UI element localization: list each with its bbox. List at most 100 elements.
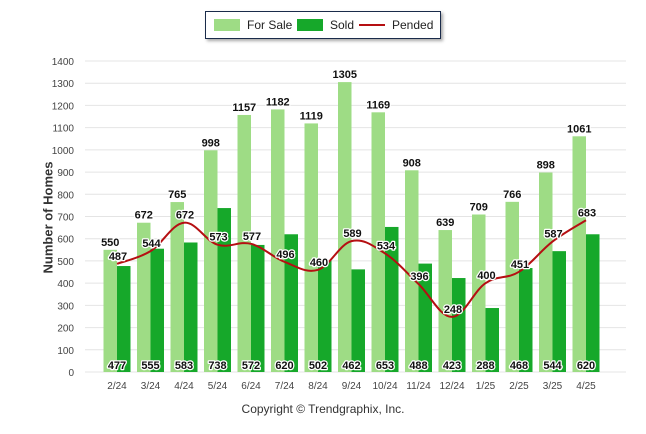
sold-value-label: 620 xyxy=(577,360,595,372)
y-tick-label: 1100 xyxy=(52,124,74,135)
x-tick-label: 5/24 xyxy=(208,381,228,392)
pended-value-label: 487 xyxy=(109,251,127,263)
for-sale-value-label: 766 xyxy=(503,189,521,201)
x-tick-label: 3/24 xyxy=(141,381,161,392)
y-tick-label: 200 xyxy=(57,324,74,335)
y-axis-ticks: 0 100 200 300 400 500 600 700 800 900 1000 1100 1200… xyxy=(52,57,75,379)
x-tick-label: 11/24 xyxy=(406,381,431,392)
legend-swatch-sold xyxy=(297,19,323,31)
legend-item-pended[interactable]: Pended xyxy=(359,18,433,32)
pended-value-label: 683 xyxy=(578,207,596,219)
pended-line xyxy=(116,219,587,318)
y-tick-label: 1000 xyxy=(52,146,75,157)
sold-value-label: 502 xyxy=(309,360,327,372)
pended-line-path xyxy=(116,219,587,318)
for-sale-value-label: 765 xyxy=(168,189,186,201)
pended-value-label: 672 xyxy=(176,210,194,222)
sold-bar xyxy=(251,244,265,372)
for-sale-value-label: 1157 xyxy=(232,102,256,114)
sold-bar xyxy=(284,234,298,372)
x-axis-ticks: 2/24 3/24 4/24 5/24 6/24 7/24 8/24 9/24 10/24 11/… xyxy=(107,381,596,392)
for-sale-value-label: 1169 xyxy=(366,99,390,111)
sold-bar xyxy=(519,268,533,372)
for-sale-value-label: 898 xyxy=(537,160,555,172)
for-sale-value-label: 1119 xyxy=(300,110,323,122)
legend: For Sale Sold Pended xyxy=(205,11,441,39)
x-tick-label: 4/24 xyxy=(174,381,194,392)
x-tick-label: 12/24 xyxy=(439,381,464,392)
data-labels: 550 487 477 672 544 555 765 672 583 998 573 738 1157… xyxy=(100,68,598,373)
sold-value-label: 738 xyxy=(208,360,226,372)
pended-value-label: 589 xyxy=(343,228,361,240)
sold-value-label: 423 xyxy=(443,360,461,372)
y-tick-label: 0 xyxy=(68,368,74,379)
sold-bar xyxy=(117,266,131,372)
y-axis-title: Number of Homes xyxy=(40,161,56,274)
sold-bar xyxy=(385,226,399,372)
copyright-text: Copyright © Trendgraphix, Inc. xyxy=(241,402,405,416)
y-tick-label: 1400 xyxy=(52,57,75,68)
sold-bar xyxy=(351,269,365,372)
for-sale-value-label: 709 xyxy=(470,202,488,214)
for-sale-bar xyxy=(572,136,586,372)
for-sale-value-label: 1305 xyxy=(333,69,357,81)
for-sale-bar xyxy=(438,230,452,372)
sold-value-label: 583 xyxy=(175,360,193,372)
y-tick-label: 400 xyxy=(57,279,74,290)
y-tick-label: 700 xyxy=(57,213,74,224)
legend-item-sold[interactable]: Sold xyxy=(297,18,354,32)
for-sale-value-label: 672 xyxy=(135,210,153,222)
sold-bar xyxy=(150,248,164,372)
legend-label-sold: Sold xyxy=(330,18,355,32)
sold-value-label: 468 xyxy=(510,360,528,372)
pended-value-label: 577 xyxy=(243,231,261,243)
y-tick-label: 1300 xyxy=(52,79,75,90)
y-tick-label: 100 xyxy=(57,346,74,357)
for-sale-value-label: 1182 xyxy=(266,96,290,108)
sold-bar xyxy=(586,234,600,372)
sold-value-label: 477 xyxy=(108,360,126,372)
y-tick-label: 300 xyxy=(57,301,74,312)
sold-value-label: 620 xyxy=(275,360,293,372)
for-sale-bar xyxy=(304,123,318,372)
y-tick-label: 600 xyxy=(57,235,74,246)
for-sale-bar xyxy=(371,112,385,372)
sold-value-label: 462 xyxy=(342,360,360,372)
pended-value-label: 460 xyxy=(310,257,328,269)
legend-swatch-for-sale xyxy=(214,19,240,31)
pended-value-label: 248 xyxy=(444,304,462,316)
sold-value-label: 544 xyxy=(543,360,562,372)
pended-value-label: 451 xyxy=(511,259,529,271)
legend-item-for-sale[interactable]: For Sale xyxy=(214,18,292,32)
sold-value-label: 288 xyxy=(476,360,494,372)
for-sale-bar xyxy=(137,222,151,372)
pended-value-label: 396 xyxy=(410,271,428,283)
pended-value-label: 573 xyxy=(209,232,227,244)
x-tick-label: 7/24 xyxy=(275,381,295,392)
x-tick-label: 9/24 xyxy=(342,381,362,392)
sold-value-label: 653 xyxy=(376,360,394,372)
y-tick-label: 1200 xyxy=(52,101,75,112)
sold-bar xyxy=(217,208,231,372)
legend-swatch-pended xyxy=(359,24,385,26)
x-tick-label: 2/25 xyxy=(509,381,529,392)
legend-label-for-sale: For Sale xyxy=(247,18,293,32)
x-tick-label: 1/25 xyxy=(476,381,496,392)
for-sale-bar xyxy=(103,249,117,372)
sold-bar xyxy=(318,260,332,372)
y-tick-label: 500 xyxy=(57,257,74,268)
for-sale-bar xyxy=(472,214,486,372)
for-sale-bar xyxy=(338,82,352,372)
sold-bar xyxy=(418,263,432,372)
for-sale-bar xyxy=(539,172,553,372)
for-sale-value-label: 1061 xyxy=(567,123,591,135)
pended-value-label: 587 xyxy=(544,229,562,241)
bars xyxy=(103,82,600,373)
pended-value-label: 544 xyxy=(142,238,161,250)
legend-label-pended: Pended xyxy=(392,18,434,32)
x-tick-label: 10/24 xyxy=(372,381,397,392)
y-tick-label: 900 xyxy=(57,168,74,179)
x-tick-label: 2/24 xyxy=(107,381,127,392)
x-tick-label: 3/25 xyxy=(543,381,563,392)
